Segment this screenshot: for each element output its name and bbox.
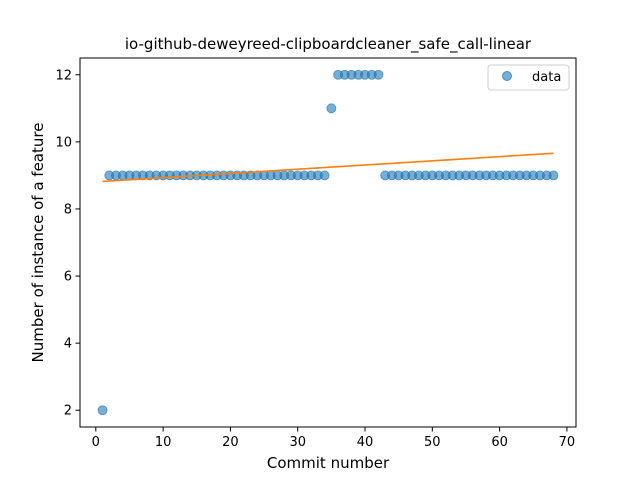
legend-label-data: data: [532, 70, 561, 85]
data-point: [548, 170, 559, 181]
x-tick-label: 30: [289, 435, 306, 450]
x-axis-label: Commit number: [267, 454, 390, 472]
x-tick-label: 60: [491, 435, 508, 450]
x-tick-label: 40: [357, 435, 374, 450]
x-tick-label: 20: [222, 435, 239, 450]
plot-frame: [79, 57, 577, 428]
plot-layer: [97, 69, 559, 416]
fit-line: [102, 152, 554, 183]
y-tick-label: 4: [64, 337, 72, 352]
data-point: [326, 103, 337, 114]
y-tick-label: 8: [64, 202, 72, 217]
x-tick-label: 50: [424, 435, 441, 450]
data-point: [319, 170, 330, 181]
y-tick-label: 12: [55, 68, 72, 83]
data-point: [373, 69, 384, 80]
y-tick-label: 10: [55, 135, 72, 150]
x-axis-ticks: 0 10 20 30 40 50 60 70: [92, 427, 576, 450]
legend-marker-data: [502, 71, 512, 81]
x-tick-label: 0: [92, 435, 100, 450]
data-point: [97, 405, 108, 416]
x-tick-label: 70: [559, 435, 576, 450]
legend: data: [487, 64, 570, 91]
x-tick-label: 10: [155, 435, 172, 450]
chart-title: io-github-deweyreed-clipboardcleaner_saf…: [125, 35, 532, 54]
y-tick-label: 6: [64, 270, 72, 285]
y-tick-label: 2: [64, 404, 72, 419]
y-axis-label: Number of instance of a feature: [29, 123, 47, 363]
y-axis-ticks: 2 4 6 8 10 12: [55, 68, 80, 419]
